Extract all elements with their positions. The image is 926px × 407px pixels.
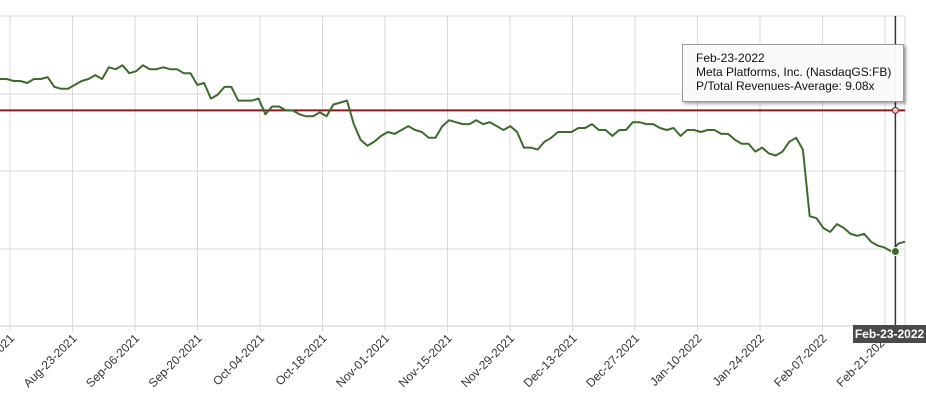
tooltip: Feb-23-2022 Meta Platforms, Inc. (Nasdaq…	[682, 44, 904, 102]
tooltip-metric: P/Total Revenues-Average: 9.08x	[696, 79, 875, 93]
x-tick-label: Nov-29-2021	[458, 331, 517, 390]
x-tick-label: Aug-09-2021	[0, 331, 17, 390]
x-tick-label: Nov-15-2021	[396, 331, 455, 390]
crosshair-date-badge: Feb-23-2022	[853, 325, 926, 343]
x-tick-label: Nov-01-2021	[333, 331, 392, 390]
series-line	[0, 64, 906, 253]
x-tick-label: Oct-04-2021	[210, 331, 267, 388]
tooltip-date: Feb-23-2022	[696, 51, 765, 65]
x-tick-label: Jan-24-2022	[710, 331, 768, 389]
x-tick-label: Oct-18-2021	[273, 331, 330, 388]
x-tick-label: Dec-13-2021	[521, 331, 580, 390]
tooltip-company: Meta Platforms, Inc. (NasdaqGS:FB)	[696, 65, 892, 79]
x-tick-label: Sep-20-2021	[146, 331, 205, 390]
x-tick-label: Jan-10-2022	[647, 331, 705, 389]
x-tick-label: Dec-27-2021	[583, 331, 642, 390]
average-marker	[891, 106, 899, 114]
chart-grid	[0, 15, 906, 331]
x-tick-label: Sep-06-2021	[83, 331, 142, 390]
x-axis-ticks: Aug-09-2021 Aug-23-2021 Sep-06-2021 Sep-20-…	[0, 331, 892, 390]
series-marker[interactable]	[890, 247, 900, 257]
x-tick-label: Feb-07-2022	[771, 331, 830, 390]
x-tick-label: Aug-23-2021	[21, 331, 80, 390]
